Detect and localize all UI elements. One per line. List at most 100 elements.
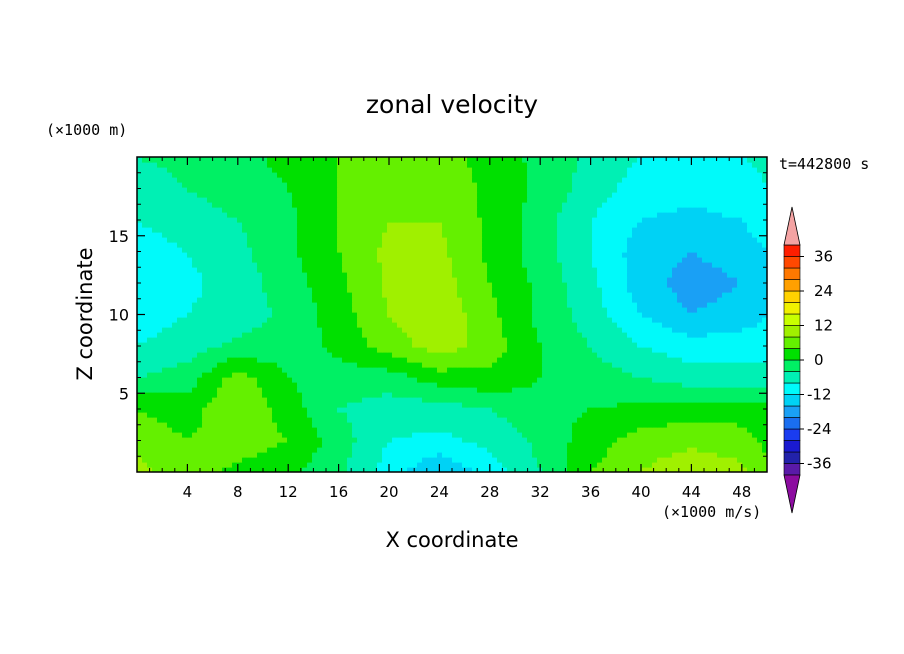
field-cell xyxy=(157,322,163,328)
time-label: t=442800 s xyxy=(779,155,869,173)
field-cell xyxy=(567,342,573,348)
field-cell xyxy=(312,287,318,293)
field-cell xyxy=(152,362,158,368)
field-cell xyxy=(312,292,318,298)
field-cell xyxy=(477,367,483,373)
field-cell xyxy=(192,462,198,468)
field-cell xyxy=(247,292,253,298)
field-cell xyxy=(722,372,728,378)
field-cell xyxy=(642,377,648,383)
field-cell xyxy=(687,377,693,383)
field-cell xyxy=(532,292,538,298)
field-cell xyxy=(537,457,543,463)
field-cell xyxy=(407,407,413,413)
field-cell xyxy=(192,362,198,368)
field-cell xyxy=(372,452,378,458)
field-cell xyxy=(282,292,288,298)
field-cell xyxy=(272,307,278,313)
field-cell xyxy=(467,327,473,333)
field-cell xyxy=(242,447,248,453)
field-cell xyxy=(437,447,443,453)
field-cell xyxy=(302,347,308,353)
field-cell xyxy=(632,312,638,318)
field-cell xyxy=(402,342,408,348)
field-cell xyxy=(257,422,263,428)
field-cell xyxy=(427,312,433,318)
field-cell xyxy=(642,372,648,378)
field-cell xyxy=(677,417,683,423)
field-cell xyxy=(762,377,767,383)
field-cell xyxy=(707,432,713,438)
field-cell xyxy=(142,277,148,283)
field-cell xyxy=(562,392,568,398)
field-cell xyxy=(742,402,748,408)
field-cell xyxy=(307,337,313,343)
field-cell xyxy=(607,452,613,458)
field-cell xyxy=(377,437,383,443)
field-cell xyxy=(447,342,453,348)
field-cell xyxy=(287,297,293,303)
field-cell xyxy=(597,302,603,308)
field-cell xyxy=(462,302,468,308)
field-cell xyxy=(152,372,158,378)
field-cell xyxy=(552,307,558,313)
field-cell xyxy=(562,327,568,333)
field-cell xyxy=(232,352,238,358)
field-cell xyxy=(667,402,673,408)
field-cell xyxy=(212,452,218,458)
field-cell xyxy=(422,287,428,293)
field-cell xyxy=(427,462,433,468)
field-cell xyxy=(597,312,603,318)
field-cell xyxy=(347,322,353,328)
field-cell xyxy=(277,317,283,323)
field-cell xyxy=(472,317,478,323)
field-cell xyxy=(647,292,653,298)
field-cell xyxy=(402,297,408,303)
field-cell xyxy=(162,412,168,418)
field-cell xyxy=(182,337,188,343)
field-cell xyxy=(167,272,173,278)
field-cell xyxy=(352,467,358,472)
field-cell xyxy=(367,372,373,378)
field-cell xyxy=(722,277,728,283)
field-cell xyxy=(387,307,393,313)
field-cell xyxy=(312,357,318,363)
field-cell xyxy=(147,342,153,348)
field-cell xyxy=(577,362,583,368)
field-cell xyxy=(182,387,188,393)
field-cell xyxy=(707,357,713,363)
field-cell xyxy=(607,362,613,368)
field-cell xyxy=(172,377,178,383)
field-cell xyxy=(682,467,688,472)
field-cell xyxy=(742,277,748,283)
field-cell xyxy=(392,287,398,293)
field-cell xyxy=(282,277,288,283)
field-cell xyxy=(562,382,568,388)
field-cell xyxy=(607,407,613,413)
field-cell xyxy=(147,432,153,438)
field-cell xyxy=(432,317,438,323)
field-cell xyxy=(217,412,223,418)
field-cell xyxy=(432,297,438,303)
field-cell xyxy=(707,337,713,343)
field-cell xyxy=(232,417,238,423)
field-cell xyxy=(692,327,698,333)
field-cell xyxy=(332,272,338,278)
field-cell xyxy=(177,452,183,458)
field-cell xyxy=(632,437,638,443)
field-cell xyxy=(512,452,518,458)
field-cell xyxy=(487,282,493,288)
field-cell xyxy=(587,397,593,403)
field-cell xyxy=(362,297,368,303)
field-cell xyxy=(397,367,403,373)
field-cell xyxy=(497,282,503,288)
field-cell xyxy=(732,437,738,443)
field-cell xyxy=(157,422,163,428)
field-cell xyxy=(302,387,308,393)
field-cell xyxy=(502,317,508,323)
field-cell xyxy=(597,347,603,353)
field-cell xyxy=(167,302,173,308)
field-cell xyxy=(432,432,438,438)
field-cell xyxy=(162,372,168,378)
field-cell xyxy=(587,337,593,343)
